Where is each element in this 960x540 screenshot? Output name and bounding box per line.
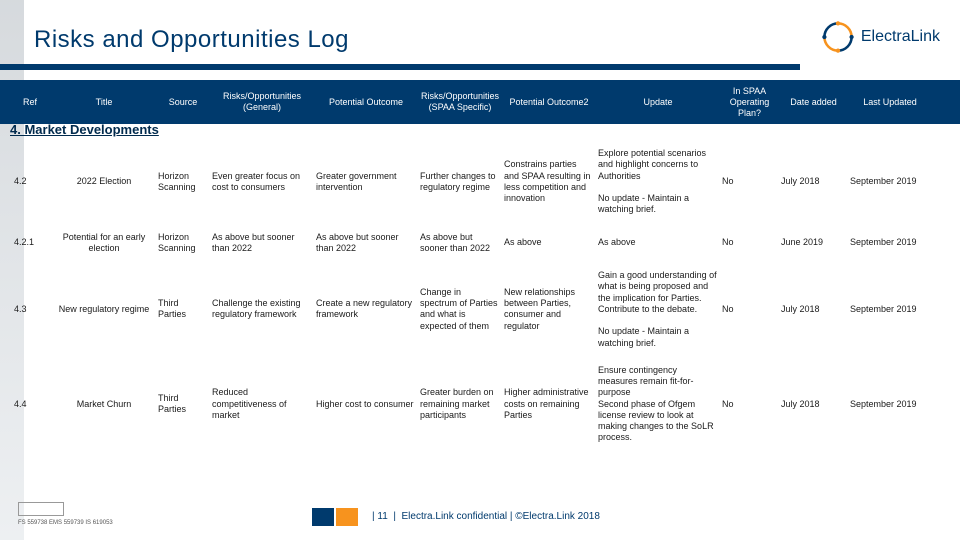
cell: September 2019 xyxy=(850,399,930,410)
cell: September 2019 xyxy=(850,237,930,248)
slide: { "title": "Risks and Opportunities Log"… xyxy=(0,0,960,540)
cell: July 2018 xyxy=(781,399,846,410)
cell: As above but sooner than 2022 xyxy=(420,232,500,255)
cell: 2022 Election xyxy=(54,176,154,187)
section-heading: 4. Market Developments xyxy=(10,122,159,137)
cell: No xyxy=(722,237,777,248)
footer-swatch-blue xyxy=(312,508,334,526)
cell: Constrains parties and SPAA resulting in… xyxy=(504,159,594,204)
col-ref: Ref xyxy=(10,97,50,108)
footer-text: | 11 | Electra.Link confidential | ©Elec… xyxy=(372,511,600,522)
col-updated: Last Updated xyxy=(850,97,930,108)
cert-text: FS 559738 EMS 559739 IS 619053 xyxy=(18,520,113,526)
cell: Third Parties xyxy=(158,393,208,416)
confidential-text: Electra.Link confidential | ©Electra.Lin… xyxy=(402,511,600,522)
cell: Higher administrative costs on remaining… xyxy=(504,387,594,421)
cell: Third Parties xyxy=(158,298,208,321)
cell: New relationships between Parties, consu… xyxy=(504,287,594,332)
logo: ElectraLink xyxy=(821,20,940,54)
cell: 4.2.1 xyxy=(10,237,50,248)
cell: As above but sooner than 2022 xyxy=(316,232,416,255)
cell: As above xyxy=(598,237,718,248)
cell: Challenge the existing regulatory framew… xyxy=(212,298,312,321)
footer-swatch-orange xyxy=(336,508,358,526)
col-title: Title xyxy=(54,97,154,108)
title-bar: Risks and Opportunities Log xyxy=(34,26,790,54)
col-update: Update xyxy=(598,97,718,108)
cell: September 2019 xyxy=(850,176,930,187)
col-ro-gen: Risks/Opportunities (General) xyxy=(212,91,312,113)
cell: No xyxy=(722,304,777,315)
cell: Even greater focus on cost to consumers xyxy=(212,171,312,194)
cell: Horizon Scanning xyxy=(158,232,208,255)
cell: Reduced competitiveness of market xyxy=(212,387,312,421)
cell: June 2019 xyxy=(781,237,846,248)
table-row: 4.3New regulatory regimeThird PartiesCha… xyxy=(10,262,950,357)
page-title: Risks and Opportunities Log xyxy=(34,26,790,54)
title-underline xyxy=(0,64,800,70)
cell: As above but sooner than 2022 xyxy=(212,232,312,255)
cell: Potential for an early election xyxy=(54,232,154,255)
table-row: 4.4 Market Churn Third PartiesReduced comp… xyxy=(10,357,950,452)
cell: New regulatory regime xyxy=(54,304,154,315)
cell: July 2018 xyxy=(781,304,846,315)
table-row: 4.2 2022 Election Horizon ScanningEven gre… xyxy=(10,140,950,224)
col-pout2: Potential Outcome2 xyxy=(504,97,594,108)
logo-icon xyxy=(821,20,855,54)
cell: Gain a good understanding of what is bei… xyxy=(598,270,718,349)
cell: Higher cost to consumer xyxy=(316,399,416,410)
cell: No xyxy=(722,399,777,410)
footer: FS 559738 EMS 559739 IS 619053 | 11 | El… xyxy=(0,504,960,534)
col-plan: In SPAA Operating Plan? xyxy=(722,86,777,118)
cell: July 2018 xyxy=(781,176,846,187)
cell: 4.2 xyxy=(10,176,50,187)
cell: Greater burden on remaining market parti… xyxy=(420,387,500,421)
cell: Horizon Scanning xyxy=(158,171,208,194)
cell: Greater government intervention xyxy=(316,171,416,194)
cell: Explore potential scenarios and highligh… xyxy=(598,148,718,216)
page-number: 11 xyxy=(377,511,387,522)
cell: 4.3 xyxy=(10,304,50,315)
cell: September 2019 xyxy=(850,304,930,315)
col-added: Date added xyxy=(781,97,846,108)
logo-text: ElectraLink xyxy=(861,28,940,46)
cell: Market Churn xyxy=(54,399,154,410)
cell: Create a new regulatory framework xyxy=(316,298,416,321)
col-pout: Potential Outcome xyxy=(316,97,416,108)
table-body: 4.22022 ElectionHorizon ScanningEven gre… xyxy=(10,140,950,495)
cell: As above xyxy=(504,237,594,248)
cell: 4.4 xyxy=(10,399,50,410)
table-header: Ref Title Source Risks/Opportunities (Ge… xyxy=(0,80,960,124)
col-ro-spaa: Risks/Opportunities (SPAA Specific) xyxy=(420,91,500,113)
cell: Change in spectrum of Parties and what i… xyxy=(420,287,500,332)
cell: Ensure contingency measures remain fit-f… xyxy=(598,365,718,444)
cert-logo xyxy=(18,502,64,516)
table-row: 4.2.1 Potential for an early electionHori… xyxy=(10,224,950,263)
col-source: Source xyxy=(158,97,208,108)
cell: Further changes to regulatory regime xyxy=(420,171,500,194)
cell: No xyxy=(722,176,777,187)
